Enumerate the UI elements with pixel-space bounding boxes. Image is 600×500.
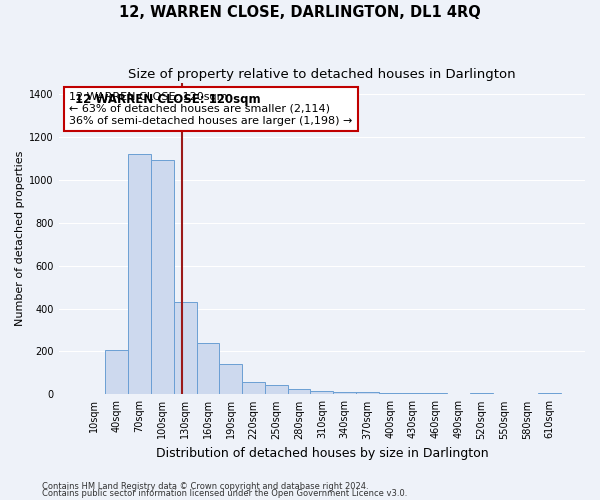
Bar <box>174 302 197 394</box>
Text: Contains public sector information licensed under the Open Government Licence v3: Contains public sector information licen… <box>42 490 407 498</box>
Title: Size of property relative to detached houses in Darlington: Size of property relative to detached ho… <box>128 68 515 80</box>
Text: 12, WARREN CLOSE, DARLINGTON, DL1 4RQ: 12, WARREN CLOSE, DARLINGTON, DL1 4RQ <box>119 5 481 20</box>
Y-axis label: Number of detached properties: Number of detached properties <box>15 151 25 326</box>
Bar <box>265 385 287 394</box>
Bar <box>356 392 379 394</box>
Bar <box>333 392 356 394</box>
Text: 12 WARREN CLOSE: 120sqm: 12 WARREN CLOSE: 120sqm <box>76 93 261 106</box>
Bar <box>128 154 151 394</box>
Bar <box>219 364 242 394</box>
Text: Contains HM Land Registry data © Crown copyright and database right 2024.: Contains HM Land Registry data © Crown c… <box>42 482 368 491</box>
X-axis label: Distribution of detached houses by size in Darlington: Distribution of detached houses by size … <box>155 447 488 460</box>
Bar <box>242 382 265 394</box>
Bar <box>106 350 128 395</box>
Bar <box>310 391 333 394</box>
Bar <box>197 343 219 394</box>
Bar <box>287 389 310 394</box>
Bar <box>151 160 174 394</box>
Text: 12 WARREN CLOSE: 120sqm
← 63% of detached houses are smaller (2,114)
36% of semi: 12 WARREN CLOSE: 120sqm ← 63% of detache… <box>69 92 353 126</box>
